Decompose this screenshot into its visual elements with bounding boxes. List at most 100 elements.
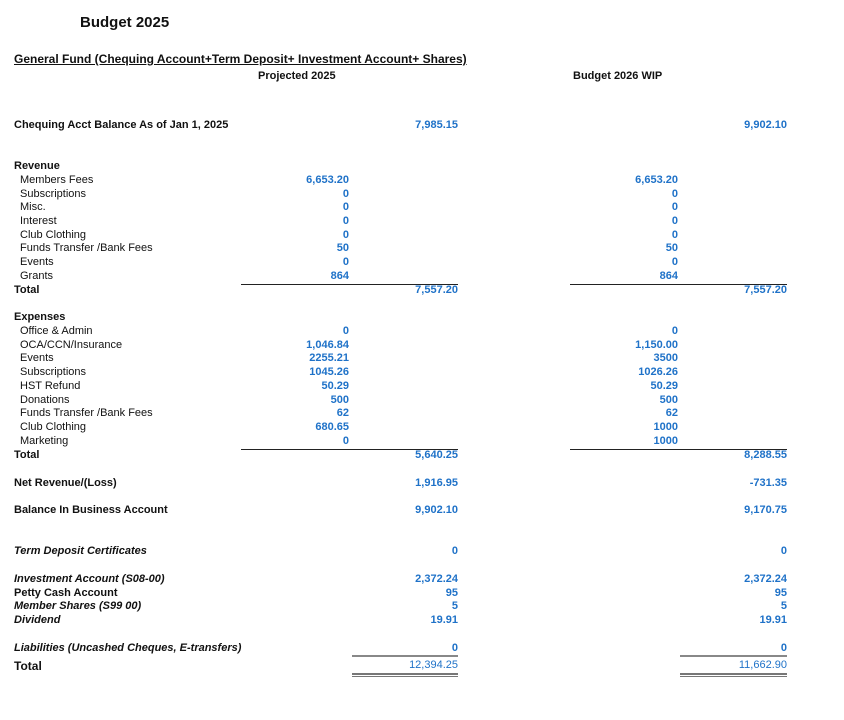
budget-2026-item-value: 0 <box>671 201 678 213</box>
projected-2025-total-value: 0 <box>451 642 458 654</box>
row-label: Office & Admin <box>20 325 93 337</box>
projected-2025-item-value: 0 <box>342 188 349 200</box>
projected-2025-item-value: 0 <box>342 256 349 268</box>
budget-2026-total-value: 95 <box>774 587 787 599</box>
projected-2025-total-value: 0 <box>451 545 458 557</box>
projected-2025-total-value: 9,902.10 <box>415 504 458 516</box>
budget-2026-item-value: 0 <box>671 188 678 200</box>
row-label: Investment Account (S08-00) <box>14 573 165 585</box>
row-label: Subscriptions <box>20 188 87 200</box>
row-label: Events <box>20 352 54 364</box>
grand-total-double-rule-projected <box>352 673 458 677</box>
row-label: HST Refund <box>20 380 81 392</box>
row-label: Chequing Acct Balance As of Jan 1, 2025 <box>14 119 229 131</box>
budget-2026-total-value: 7,557.20 <box>744 284 787 296</box>
row-label: Dividend <box>14 614 61 626</box>
row-label: Expenses <box>14 311 66 323</box>
projected-2025-item-value: 0 <box>342 435 349 447</box>
row-label: Subscriptions <box>20 366 87 378</box>
row-label: Club Clothing <box>20 229 87 241</box>
budget-2026-item-value: 50.29 <box>650 380 678 392</box>
fund-heading: General Fund (Chequing Account+Term Depo… <box>14 52 467 66</box>
projected-2025-item-value: 2255.21 <box>309 352 349 364</box>
projected-2025-total-value: 7,557.20 <box>415 284 458 296</box>
projected-2025-item-value: 0 <box>342 229 349 241</box>
projected-2025-item-value: 0 <box>342 201 349 213</box>
budget-2026-item-value: 864 <box>659 270 678 282</box>
expenses-total-rule-projected <box>241 449 458 450</box>
budget-2026-total-value: 9,170.75 <box>744 504 787 516</box>
projected-2025-item-value: 500 <box>330 394 349 406</box>
row-label: OCA/CCN/Insurance <box>20 339 123 351</box>
budget-2026-item-value: 50 <box>665 242 678 254</box>
projected-2025-item-value: 50 <box>336 242 349 254</box>
grand-total-double-rule-budget <box>680 673 787 677</box>
budget-2026-total-value: 19.91 <box>759 614 787 626</box>
budget-2026-item-value: 1026.26 <box>638 366 678 378</box>
row-label: Marketing <box>20 435 69 447</box>
row-label: Funds Transfer /Bank Fees <box>20 407 153 419</box>
projected-2025-item-value: 0 <box>342 215 349 227</box>
grand-total-rule-projected <box>352 655 458 657</box>
budget-2026-total-value: 0 <box>780 642 787 654</box>
column-header-projected-2025: Projected 2025 <box>258 70 336 82</box>
expenses-total-rule-budget <box>570 449 787 450</box>
row-label: Revenue <box>14 160 60 172</box>
budget-2026-item-value: 1000 <box>653 421 678 433</box>
budget-2026-item-value: 3500 <box>653 352 678 364</box>
projected-2025-item-value: 50.29 <box>321 380 349 392</box>
budget-2026-total-value: 2,372.24 <box>744 573 787 585</box>
budget-2026-item-value: 500 <box>659 394 678 406</box>
projected-2025-total-value: 19.91 <box>430 614 458 626</box>
budget-2026-item-value: 6,653.20 <box>635 174 678 186</box>
row-label: Total <box>14 659 42 673</box>
row-label: Balance In Business Account <box>14 504 168 516</box>
grand-total-rule-budget <box>680 655 787 657</box>
projected-2025-total-value: 1,916.95 <box>415 477 458 489</box>
row-label: Grants <box>20 270 54 282</box>
budget-2026-item-value: 62 <box>665 407 678 419</box>
projected-2025-total-value: 5 <box>451 600 458 612</box>
revenue-total-rule-budget <box>570 284 787 285</box>
row-label: Funds Transfer /Bank Fees <box>20 242 153 254</box>
budget-2026-total-value: 5 <box>780 600 787 612</box>
budget-2026-item-value: 0 <box>671 229 678 241</box>
projected-2025-item-value: 864 <box>330 270 349 282</box>
projected-2025-item-value: 680.65 <box>315 421 349 433</box>
budget-2026-item-value: 1000 <box>653 435 678 447</box>
projected-2025-item-value: 1,046.84 <box>306 339 349 351</box>
projected-2025-total-value: 12,394.25 <box>409 659 458 671</box>
row-label: Liabilities (Uncashed Cheques, E-transfe… <box>14 642 242 654</box>
projected-2025-total-value: 7,985.15 <box>415 119 458 131</box>
row-label: Interest <box>20 215 57 227</box>
row-label: Events <box>20 256 54 268</box>
projected-2025-item-value: 6,653.20 <box>306 174 349 186</box>
budget-2026-total-value: 9,902.10 <box>744 119 787 131</box>
projected-2025-item-value: 62 <box>336 407 349 419</box>
projected-2025-total-value: 2,372.24 <box>415 573 458 585</box>
column-header-budget-2026: Budget 2026 WIP <box>573 70 663 82</box>
row-label: Term Deposit Certificates <box>14 545 147 557</box>
budget-2026-total-value: 8,288.55 <box>744 449 787 461</box>
revenue-total-rule-projected <box>241 284 458 285</box>
budget-2026-item-value: 0 <box>671 325 678 337</box>
page-title: Budget 2025 <box>80 14 170 31</box>
budget-2026-item-value: 1,150.00 <box>635 339 678 351</box>
row-label: Total <box>14 449 40 461</box>
projected-2025-total-value: 5,640.25 <box>415 449 458 461</box>
budget-2026-item-value: 0 <box>671 256 678 268</box>
row-label: Member Shares (S99 00) <box>14 600 142 612</box>
projected-2025-item-value: 0 <box>342 325 349 337</box>
budget-2026-total-value: -731.35 <box>749 477 787 489</box>
projected-2025-total-value: 95 <box>445 587 458 599</box>
row-label: Club Clothing <box>20 421 87 433</box>
budget-2026-total-value: 0 <box>780 545 787 557</box>
budget-2026-item-value: 0 <box>671 215 678 227</box>
projected-2025-item-value: 1045.26 <box>309 366 349 378</box>
row-label: Donations <box>20 394 70 406</box>
row-label: Members Fees <box>20 174 94 186</box>
budget-2026-total-value: 11,662.90 <box>738 659 787 671</box>
row-label: Misc. <box>20 201 46 213</box>
row-label: Net Revenue/(Loss) <box>14 477 117 489</box>
row-label: Petty Cash Account <box>14 587 118 599</box>
